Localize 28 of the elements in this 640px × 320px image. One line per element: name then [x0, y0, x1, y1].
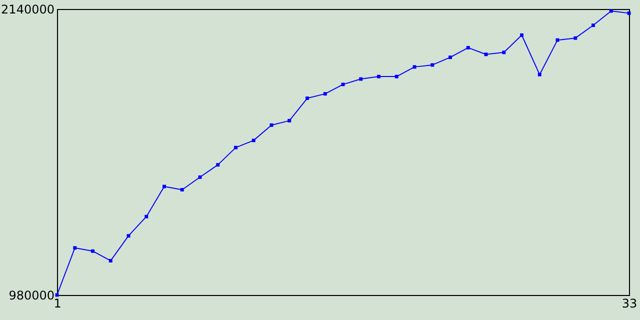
- point: [91, 249, 94, 253]
- point: [288, 118, 292, 122]
- y-tick-label: 980000: [8, 288, 54, 302]
- x-tick-label: 1: [54, 296, 62, 310]
- point: [377, 74, 380, 78]
- point: [538, 72, 542, 76]
- point: [466, 46, 470, 50]
- point: [216, 163, 220, 167]
- line-series: [55, 9, 631, 297]
- point: [359, 77, 363, 81]
- point: [252, 138, 256, 142]
- point: [73, 246, 77, 250]
- point: [502, 50, 506, 54]
- point: [520, 33, 524, 37]
- point: [430, 63, 434, 67]
- point: [323, 92, 327, 96]
- point: [108, 258, 112, 262]
- point: [180, 188, 184, 192]
- x-tick-label: 33: [622, 296, 638, 310]
- point: [234, 146, 238, 150]
- point: [394, 74, 398, 78]
- point: [574, 36, 578, 40]
- point: [306, 96, 309, 100]
- point: [609, 9, 613, 13]
- point: [448, 56, 452, 60]
- point: [592, 24, 595, 28]
- y-tick-label: 2140000: [1, 2, 54, 16]
- point: [144, 214, 148, 218]
